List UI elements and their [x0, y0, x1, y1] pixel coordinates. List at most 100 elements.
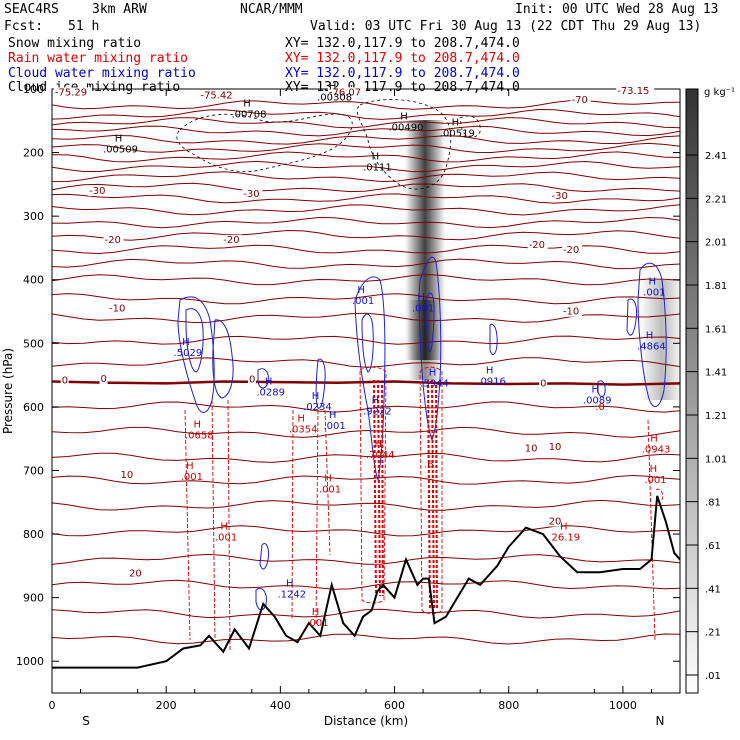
- isotherm-label-bg: [60, 375, 69, 386]
- isotherm-line: [52, 117, 680, 129]
- isotherm-label: -70: [572, 95, 588, 106]
- isotherm-label: 0: [249, 375, 255, 386]
- colorbar-label: 1.21: [705, 411, 727, 422]
- colorbar-label: .81: [705, 498, 721, 509]
- fcst-value: 51 h: [68, 19, 100, 34]
- extremum-marker: H: [115, 134, 123, 145]
- extremum-value: .7044: [366, 450, 395, 461]
- y-axis-label: Pressure (hPa): [1, 348, 15, 434]
- isotherm-label-bg: [108, 303, 129, 314]
- isotherm-label: 10: [121, 470, 134, 481]
- extremum-marker: H: [312, 607, 320, 618]
- extremum-value: .9222: [363, 407, 392, 418]
- extremum-value: .001: [215, 532, 237, 543]
- extremum-value: .0111: [363, 162, 392, 173]
- isotherm-label: -73.15: [617, 86, 649, 97]
- extremum-value: .0354: [289, 424, 318, 435]
- isotherm-label-bg: [88, 185, 109, 196]
- isotherm-label: -30: [552, 191, 568, 202]
- field-name-rain: Rain water mixing ratio: [8, 51, 189, 66]
- isotherm-label-bg: [561, 306, 582, 317]
- isotherm-line: [52, 160, 680, 173]
- extremum-value: .0089: [583, 396, 612, 407]
- isotherm-line: [52, 125, 680, 137]
- isotherm-label: 20: [129, 569, 142, 580]
- colorbar-label: .41: [705, 584, 721, 595]
- extremum-marker: H: [372, 151, 380, 162]
- isotherm-line: [52, 258, 680, 270]
- field-name-cloudwater: Cloud water mixing ratio: [8, 66, 196, 81]
- isotherm-label-bg: [242, 189, 263, 200]
- colorbar-label: 2.21: [705, 194, 727, 205]
- extremum-value: .00490: [388, 122, 423, 133]
- isotherm-line: [52, 633, 680, 645]
- cloud-ice-extrema: H.00509H.00708H.00308H.00490H.0111H.0051…: [103, 81, 475, 173]
- center-label: NCAR/MMM: [240, 2, 303, 17]
- isotherm-label: -20: [223, 235, 239, 246]
- extremum-marker: H: [329, 81, 337, 92]
- isotherm-label: 0: [540, 379, 546, 390]
- isotherm-line: [52, 579, 680, 590]
- isotherm-line: [52, 426, 680, 438]
- isotherm-label: 20: [549, 517, 562, 528]
- fcst-label: Fcst:: [4, 19, 44, 34]
- isotherm-line: [52, 171, 680, 183]
- isotherm-label: -20: [105, 235, 121, 246]
- isotherm-label-bg: [103, 234, 124, 245]
- field-xy-cloudwater: XY= 132.0,117.9 to 208.7,474.0: [285, 66, 520, 81]
- x-axis-tick-labels: 0 200 400 600 800 1000: [49, 699, 637, 712]
- extremum-value: .001: [412, 304, 434, 315]
- isotherm-line: [52, 499, 680, 511]
- field-xy-rain: XY= 132.0,117.9 to 208.7,474.0: [285, 51, 520, 66]
- extremum-marker: H: [429, 368, 437, 379]
- extremum-value: .001: [323, 421, 345, 432]
- snow-shading-lower: [408, 300, 442, 380]
- isotherm-label: 0: [101, 374, 107, 385]
- isotherm-label-bg: [327, 87, 366, 98]
- isotherm-label: -10: [563, 307, 579, 318]
- extremum-value: .0: [595, 402, 605, 413]
- x-axis-label: Distance (km): [324, 714, 408, 728]
- isotherm-line: [52, 608, 680, 619]
- colorbar-unit: g kg⁻¹: [704, 87, 735, 98]
- extremum-value: .00708: [231, 110, 266, 121]
- extremum-marker: H: [357, 285, 365, 296]
- extremum-marker: H: [324, 474, 332, 485]
- colorbar-label: 1.41: [705, 368, 727, 379]
- isotherm-label-bg: [527, 239, 548, 250]
- temperature-isotherms: [52, 100, 680, 645]
- colorbar-label: 1.61: [705, 324, 727, 335]
- isotherm-label-bg: [53, 87, 92, 98]
- x-axis-south-label: S: [82, 714, 90, 728]
- y-tick-label: 400: [23, 274, 44, 287]
- colorbar-label: 1.01: [705, 454, 727, 465]
- x-tick-label: 600: [384, 699, 405, 712]
- extremum-marker: H: [375, 439, 383, 450]
- isotherm-label: 10: [549, 442, 562, 453]
- colorbar: 2.41 2.21 2.01 1.81 1.61 1.41 1.21 1.01 .81 .61 .4…: [685, 87, 735, 694]
- colorbar-label: .01: [705, 671, 721, 682]
- isotherm-line: [52, 474, 680, 485]
- x-tick-label: 400: [270, 699, 291, 712]
- isotherm-label-bg: [539, 378, 548, 389]
- isotherm-line: [52, 293, 680, 305]
- terrain-profile: [52, 495, 680, 669]
- isotherm-line: [52, 401, 680, 413]
- extremum-value: .0234: [303, 402, 332, 413]
- field-name-snow: Snow mixing ratio: [8, 36, 142, 51]
- extremum-marker: H: [186, 461, 194, 472]
- isotherm-line: [52, 274, 680, 286]
- extremum-marker: H: [329, 410, 337, 421]
- y-tick-label: 900: [23, 592, 44, 605]
- extremum-marker: H: [650, 464, 658, 475]
- isotherm-line: [52, 244, 680, 255]
- extremum-value: .0289: [256, 387, 285, 398]
- x-tick-label: 1000: [609, 699, 637, 712]
- extremum-marker: H: [649, 277, 657, 288]
- isotherm-label: -75.42: [200, 91, 232, 102]
- isotherm-label: -75.29: [55, 87, 87, 98]
- isotherm-line: [52, 525, 680, 537]
- isotherm-label-bg: [247, 374, 256, 385]
- colorbar-label: .61: [705, 541, 721, 552]
